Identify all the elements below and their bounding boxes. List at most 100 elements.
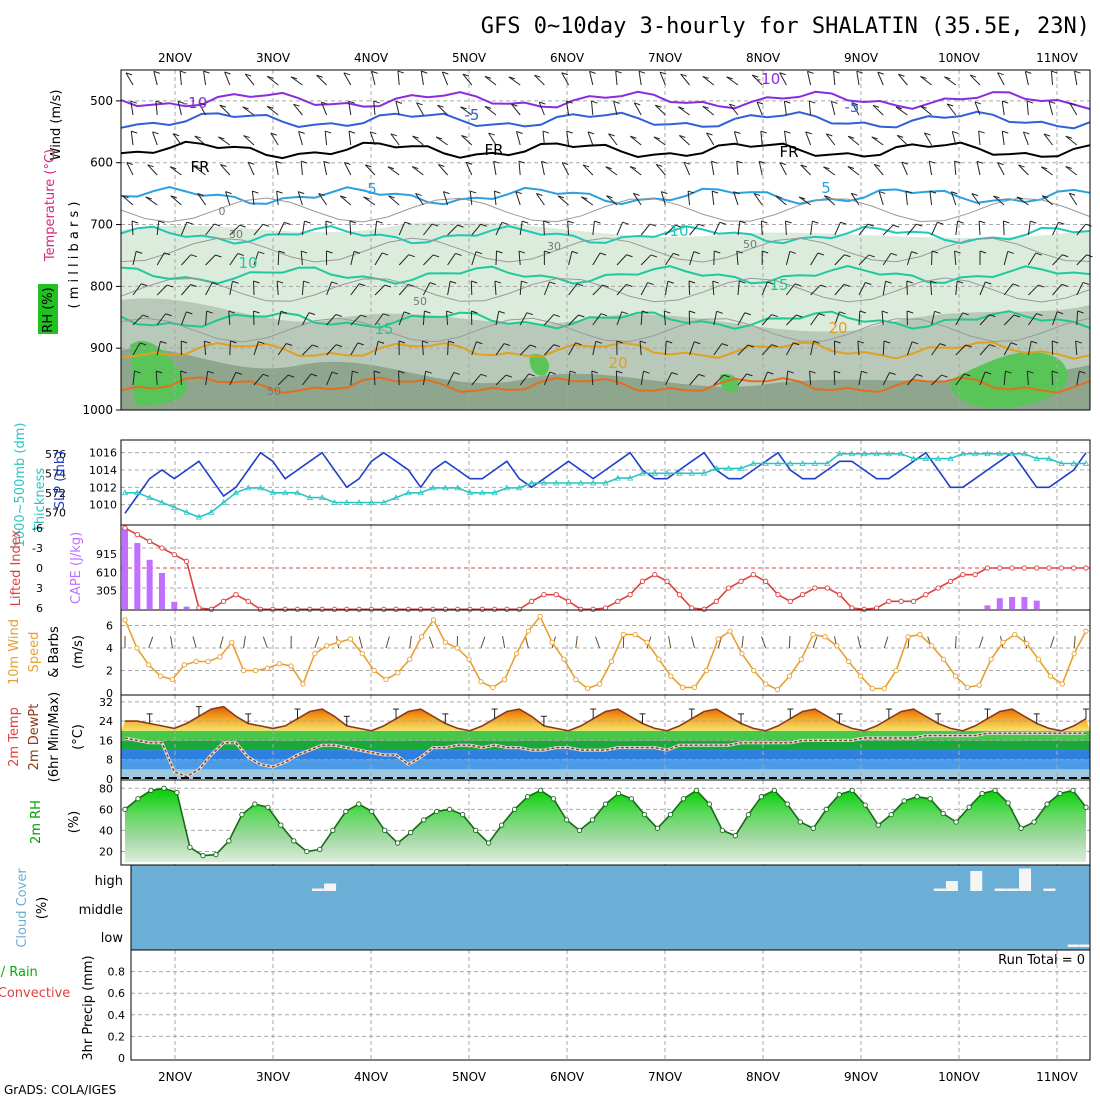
wind-barb-flag — [156, 370, 163, 374]
surface-wind-barb — [409, 636, 412, 649]
x-tick-label-top: 2NOV — [158, 51, 193, 65]
wind-barb-flag — [190, 254, 198, 258]
wind-barb — [713, 343, 723, 356]
rh-line-point — [408, 829, 414, 836]
wind-speed-line-point — [229, 639, 235, 646]
wind-barb-flag — [534, 74, 541, 78]
lifted-index-line-point — [553, 592, 559, 598]
wind-barb-flag — [643, 370, 650, 374]
wind-barb — [229, 224, 241, 236]
wind-barb-flag — [549, 371, 556, 375]
wind-barb-flag — [621, 311, 628, 315]
wind-barb — [581, 196, 594, 206]
wind-barb-flag — [194, 166, 201, 170]
wind-barb — [447, 340, 449, 356]
lifted-index-line-point — [923, 592, 929, 598]
wind-speed-line-point — [478, 679, 484, 685]
wind-speed-line-point — [893, 667, 899, 674]
wind-speed-line-point — [347, 636, 354, 642]
wind-barb-flag — [587, 131, 595, 135]
wind-speed-line-point — [300, 681, 306, 687]
wind-barb-flag — [689, 310, 696, 314]
rh-contour-label: 30 — [547, 240, 561, 253]
x-tick-label-bottom: 9NOV — [844, 1070, 879, 1084]
wind-barb — [783, 131, 787, 146]
wind-barb-flag — [480, 373, 488, 377]
wind-barb-flag — [746, 373, 753, 377]
wind-barb-flag — [650, 254, 658, 258]
wind-barb — [882, 281, 887, 296]
wind-barb-flag — [711, 160, 718, 164]
wind-barb-flag — [812, 220, 819, 224]
wind-speed-line-point — [561, 656, 567, 662]
thickness-line-point — [479, 489, 486, 496]
wind-barb-flag — [206, 310, 213, 314]
wind-barb — [680, 73, 690, 86]
slp-tick-label: 1014 — [89, 464, 117, 477]
wind-barb-flag — [181, 340, 188, 344]
surface-wind-barb — [358, 636, 363, 649]
wind-barb-flag — [1075, 340, 1082, 344]
rh-line-point — [862, 802, 868, 808]
cape-bar — [158, 573, 165, 609]
wind-barb-flag — [851, 192, 858, 196]
wind-barb — [733, 131, 739, 146]
thickness-line-point — [910, 455, 917, 462]
wind-speed-line-point — [525, 628, 532, 634]
ylabel-barbs: & Barbs — [47, 626, 62, 678]
wind-barb-flag — [475, 251, 483, 255]
lifted-index-line-point — [381, 606, 387, 612]
thickness-line-point — [1070, 460, 1077, 466]
wind-speed-line-point — [739, 650, 745, 657]
temperature-contour-line — [120, 185, 1091, 206]
wind-barb-flag — [721, 343, 729, 347]
x-tick-label-top: 6NOV — [550, 51, 585, 65]
surface-wind-barb — [428, 636, 434, 649]
wind10-series — [122, 613, 1089, 693]
wind-barb — [833, 370, 836, 386]
rh-line-point — [667, 811, 674, 818]
wind-barb-flag — [906, 310, 914, 314]
wind-barb-flag — [920, 75, 927, 79]
wind-barb-flag — [303, 280, 310, 284]
surface-wind-barb — [385, 636, 390, 649]
wind-barb-flag — [365, 164, 372, 168]
wind-barb-flag — [553, 344, 560, 348]
wind-barb-flag — [847, 166, 855, 169]
temperature-contour-label: FR — [190, 158, 209, 176]
wind-speed-line-point — [774, 686, 781, 693]
wind-barb-flag — [1074, 70, 1081, 74]
wind-barb — [561, 72, 570, 86]
wind-barb — [218, 136, 231, 146]
rh-line-point — [732, 833, 739, 839]
wind-barb-flag — [600, 313, 608, 317]
wind-barb-flag — [675, 224, 682, 228]
wind-barb — [1026, 101, 1029, 116]
wind-barb — [194, 135, 206, 146]
wind-barb — [858, 254, 870, 266]
wind-speed-line-point — [1035, 656, 1042, 662]
surface-wind-barb — [524, 636, 529, 649]
wind-barb — [568, 314, 579, 326]
wind-barb-flag — [599, 252, 607, 256]
wind-barb-flag — [218, 136, 225, 140]
wind-barb — [993, 195, 1005, 206]
wind-speed-line-point — [964, 684, 971, 691]
rh-line-point — [849, 787, 855, 794]
wind-barb — [493, 191, 497, 206]
wind-barb-flag — [616, 370, 623, 374]
wind-barb-flag — [453, 371, 460, 375]
wind-barb-flag — [461, 135, 468, 138]
wind-barb — [810, 284, 821, 296]
slp-tick-label: 1010 — [89, 499, 117, 512]
wind-barb — [253, 373, 264, 386]
wind-barb — [834, 311, 840, 326]
lifted-index-line-point — [750, 572, 756, 578]
wind-barb — [494, 281, 497, 296]
wind-barb — [882, 340, 885, 356]
thickness-line-point — [134, 489, 141, 496]
wind-barb — [976, 161, 981, 176]
rh-line-point — [1083, 804, 1089, 810]
wind-barb-flag — [408, 283, 415, 287]
cloud-level-label: low — [101, 931, 124, 946]
